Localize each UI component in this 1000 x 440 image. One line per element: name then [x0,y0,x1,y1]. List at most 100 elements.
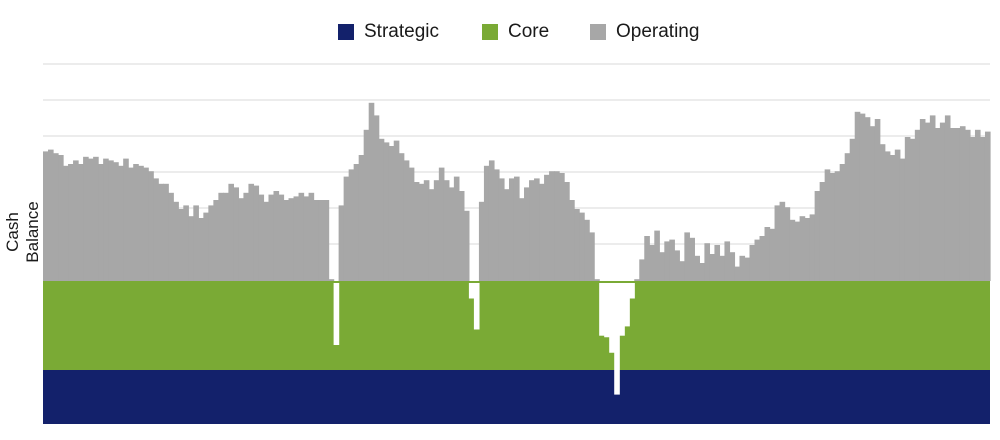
operating-bar [143,167,149,281]
operating-bar [418,183,425,281]
operating-bar [679,261,685,281]
operating-bar [749,245,756,281]
operating-bar [879,144,886,281]
operating-bar [48,149,54,281]
operating-bar [313,200,320,281]
operating-bar [929,115,936,282]
operating-bar [534,178,540,281]
operating-bar [664,241,670,281]
operating-bar [904,137,911,281]
operating-bar [539,183,545,281]
operating-bar [634,279,640,281]
operating-bar [789,219,796,281]
operating-bar [248,183,255,281]
legend-item-strategic: Strategic [338,18,439,46]
operating-bar [443,180,450,281]
operating-bar [228,183,234,281]
operating-bar [809,214,816,281]
operating-bar [133,164,139,281]
operating-bar [659,252,665,281]
operating-bar [373,115,380,282]
operating-bar [874,119,881,281]
operating-bar [544,174,550,281]
operating-bar [218,192,224,281]
operating-bar [884,151,891,281]
operating-bar [824,169,831,281]
operating-bar [519,198,525,281]
drawdown-bar [468,283,475,299]
operating-bar [78,164,84,281]
operating-bar [674,250,680,281]
operating-bar [193,205,199,281]
operating-bar [649,245,655,281]
operating-bar [964,129,971,281]
operating-bar [754,239,761,281]
operating-bar [709,254,716,281]
operating-bar [689,237,695,281]
operating-bar [138,165,144,281]
operating-bar [68,164,74,281]
drawdown-bar [609,283,615,353]
operating-bar [769,228,776,281]
drawdown-bar [629,283,635,299]
operating-bar [458,191,465,281]
operating-bar [153,178,159,281]
operating-bar [584,219,590,281]
operating-bar [73,160,79,281]
operating-bar [348,169,355,281]
operating-bar [368,102,375,281]
operating-bar [944,115,951,282]
operating-bar [43,151,49,281]
operating-bar [208,205,214,281]
operating-bar [498,178,505,281]
legend-item-operating: Operating [590,18,699,46]
operating-bar [734,266,741,281]
operating-bar [589,232,595,281]
operating-bar [298,192,305,281]
legend-swatch-operating [590,24,606,40]
operating-bar [188,216,194,281]
operating-bar [764,227,771,281]
operating-bar [303,196,310,281]
operating-bar [328,279,335,281]
operating-bar [213,200,219,281]
operating-bar [283,200,290,281]
operating-bar [318,200,325,281]
operating-bar [253,185,260,281]
operating-bar [869,126,876,281]
operating-bar [403,160,410,281]
operating-bar [924,122,931,281]
operating-bar [353,164,360,281]
operating-bar [579,212,585,281]
legend-swatch-strategic [338,24,354,40]
operating-bar [774,205,781,281]
operating-bar [559,173,565,281]
operating-bar [463,210,470,281]
operating-bar [433,180,440,281]
operating-bar [363,129,370,281]
drawdown-bar [473,283,480,330]
operating-bar [979,137,986,281]
operating-bar [759,236,766,281]
operating-bar [398,153,405,281]
operating-bar [428,189,435,281]
operating-bar [899,158,906,281]
operating-bar [243,192,250,281]
operating-bar [724,241,731,281]
operating-bar [343,176,350,281]
operating-bar [639,259,645,281]
operating-bar [323,200,330,281]
operating-bar [554,171,560,281]
operating-bar [909,138,916,281]
operating-bar [859,113,866,281]
operating-bar [128,167,134,281]
operating-bar [118,165,124,281]
operating-bar [53,153,59,281]
legend-label-strategic: Strategic [364,21,439,42]
operating-bar [644,236,650,281]
operating-bar [238,198,245,281]
operating-bar [784,207,791,281]
operating-bar [233,187,240,281]
operating-bar [549,171,555,281]
operating-bar [273,191,280,281]
